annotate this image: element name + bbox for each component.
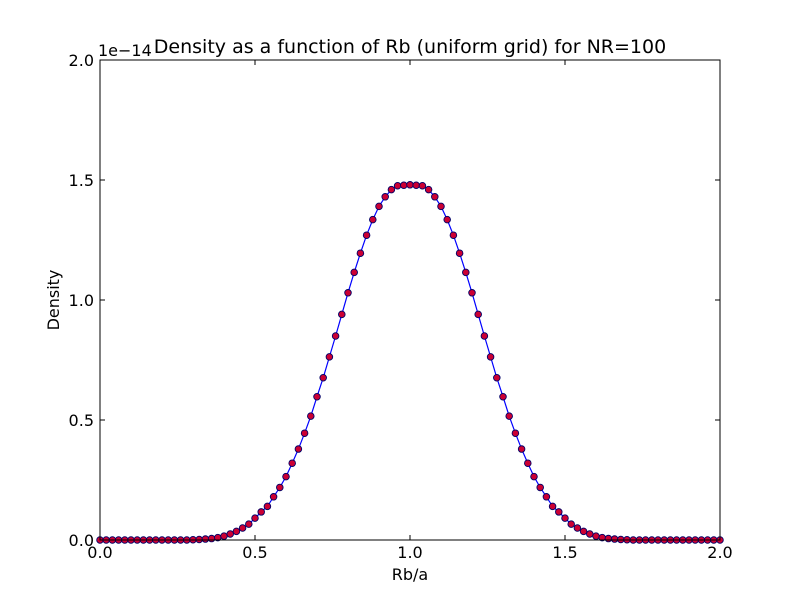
density-data-point (610, 535, 619, 543)
density-data-point (499, 392, 507, 401)
density-data-point (344, 289, 352, 297)
density-data-point (586, 530, 594, 538)
density-data-point (369, 215, 377, 224)
density-data-point (493, 374, 501, 382)
density-data-point (381, 193, 389, 201)
density-data-point (276, 483, 284, 492)
density-data-point (257, 508, 265, 516)
y-tick-label: 1.0 (69, 291, 94, 310)
density-data-point (338, 310, 346, 319)
density-data-point (232, 527, 241, 536)
density-data-point (524, 459, 532, 467)
density-data-point (356, 249, 365, 257)
density-data-point (604, 534, 613, 543)
density-data-point (511, 429, 520, 437)
density-data-point (555, 508, 563, 516)
density-data-point (393, 182, 402, 190)
density-data-point (251, 514, 259, 522)
density-data-point (592, 532, 600, 540)
density-data-point (530, 472, 538, 481)
density-data-point (480, 332, 489, 340)
density-data-point (449, 231, 458, 239)
density-data-point (201, 535, 210, 543)
y-tick-label: 0.5 (69, 411, 94, 430)
density-data-point (288, 459, 296, 467)
x-tick-label: 0.0 (87, 543, 112, 562)
density-data-point (238, 524, 247, 532)
density-data-point (542, 493, 551, 501)
density-data-point (263, 502, 272, 511)
density-data-point (307, 412, 315, 420)
density-data-point (418, 182, 427, 190)
density-data-point (245, 520, 253, 528)
density-data-point (468, 289, 476, 297)
x-tick-label: 2.0 (707, 543, 732, 562)
density-data-point (400, 181, 408, 190)
density-data-point (294, 445, 303, 453)
density-data-point (455, 249, 464, 257)
density-data-point (325, 353, 334, 361)
density-data-point (282, 472, 290, 481)
density-data-point (536, 483, 544, 492)
density-data-point (207, 534, 216, 543)
density-data-point (486, 353, 495, 361)
density-data-point (437, 202, 445, 211)
y-tick-label: 1.5 (69, 171, 94, 190)
density-data-point (406, 181, 414, 189)
ticks: 0.0 0.5 1.0 1.5 2.0 0.0 0.5 1.0 1.5 2.0 (69, 51, 733, 562)
density-data-point (412, 181, 420, 190)
density-data-point (331, 332, 340, 340)
density-data-point (319, 374, 327, 382)
x-axis-label: Rb/a (392, 565, 428, 584)
density-data-point (548, 502, 557, 511)
density-data-point (375, 202, 383, 211)
density-data-point (443, 215, 451, 224)
density-data-point (517, 445, 526, 453)
density-data-point (431, 193, 439, 201)
density-data-point (424, 185, 433, 194)
y-axis-offset-label: 1e−14 (98, 41, 152, 60)
density-data-point (505, 412, 513, 420)
y-tick-label: 0.0 (69, 531, 94, 550)
density-data-point (561, 514, 569, 522)
density-data-point (350, 268, 358, 277)
density-data-point (269, 493, 278, 501)
density-data-point (567, 520, 575, 528)
y-axis-label: Density (44, 270, 63, 331)
density-data-point (220, 532, 228, 540)
density-data-point (362, 231, 371, 239)
density-data-point (462, 268, 470, 277)
chart-title: Density as a function of Rb (uniform gri… (154, 36, 666, 58)
density-data-point (300, 429, 309, 437)
x-tick-label: 1.5 (552, 543, 577, 562)
density-data-point (387, 185, 396, 194)
density-data-point (226, 530, 234, 538)
density-data-point (474, 310, 482, 319)
x-tick-label: 0.5 (242, 543, 267, 562)
density-data-point (313, 392, 321, 401)
x-tick-label: 1.0 (397, 543, 422, 562)
y-tick-label: 2.0 (69, 51, 94, 70)
density-data-point (573, 524, 582, 532)
density-data-point (579, 527, 588, 536)
